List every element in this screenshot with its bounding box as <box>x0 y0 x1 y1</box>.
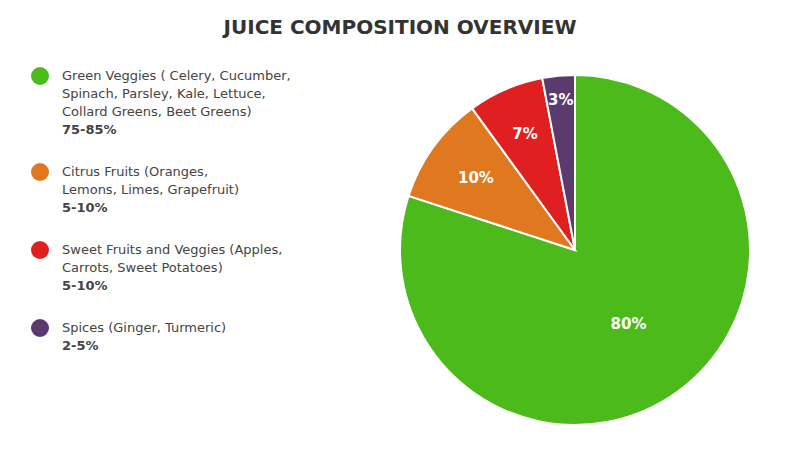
legend-text: Carrots, Sweet Potatoes) <box>62 260 223 275</box>
legend-item: Citrus Fruits (Oranges, Lemons, Limes, Gr… <box>31 163 239 215</box>
chart: JUICE COMPOSITION OVERVIEW 80% 10% 7% 3% Gree… <box>0 0 800 458</box>
legend-item: Sweet Fruits and Veggies (Apples, Carrots… <box>31 241 282 293</box>
legend-marker <box>31 319 49 337</box>
legend-share: 5-10% <box>62 278 108 293</box>
legend-text: Lemons, Limes, Grapefruit) <box>62 182 239 197</box>
legend-item: Spices (Ginger, Turmeric) 2-5% <box>31 319 226 353</box>
pie: 80% 10% 7% 3% <box>400 75 750 425</box>
legend-text: Sweet Fruits and Veggies (Apples, <box>62 242 282 257</box>
legend-share: 2-5% <box>62 338 99 353</box>
data-label: 3% <box>548 91 573 109</box>
legend-text: Spinach, Parsley, Kale, Lettuce, <box>62 86 266 101</box>
data-label: 80% <box>611 315 647 333</box>
slice <box>542 75 575 250</box>
legend-text: Green Veggies ( Celery, Cucumber, <box>62 68 291 83</box>
legend-text: Collard Greens, Beet Greens) <box>62 104 251 119</box>
legend-share: 5-10% <box>62 200 108 215</box>
legend-marker <box>31 67 49 85</box>
legend-share: 75-85% <box>62 122 117 137</box>
data-label: 10% <box>458 169 494 187</box>
legend-text: Spices (Ginger, Turmeric) <box>62 320 226 335</box>
legend-item: Green Veggies ( Celery, Cucumber, Spinach… <box>31 67 291 137</box>
legend-marker <box>31 163 49 181</box>
data-label: 7% <box>512 125 537 143</box>
legend-marker <box>31 241 49 259</box>
title: JUICE COMPOSITION OVERVIEW <box>222 15 577 39</box>
slice <box>400 75 750 425</box>
legend: Green Veggies ( Celery, Cucumber, Spinach… <box>31 67 291 353</box>
legend-text: Citrus Fruits (Oranges, <box>62 164 208 179</box>
